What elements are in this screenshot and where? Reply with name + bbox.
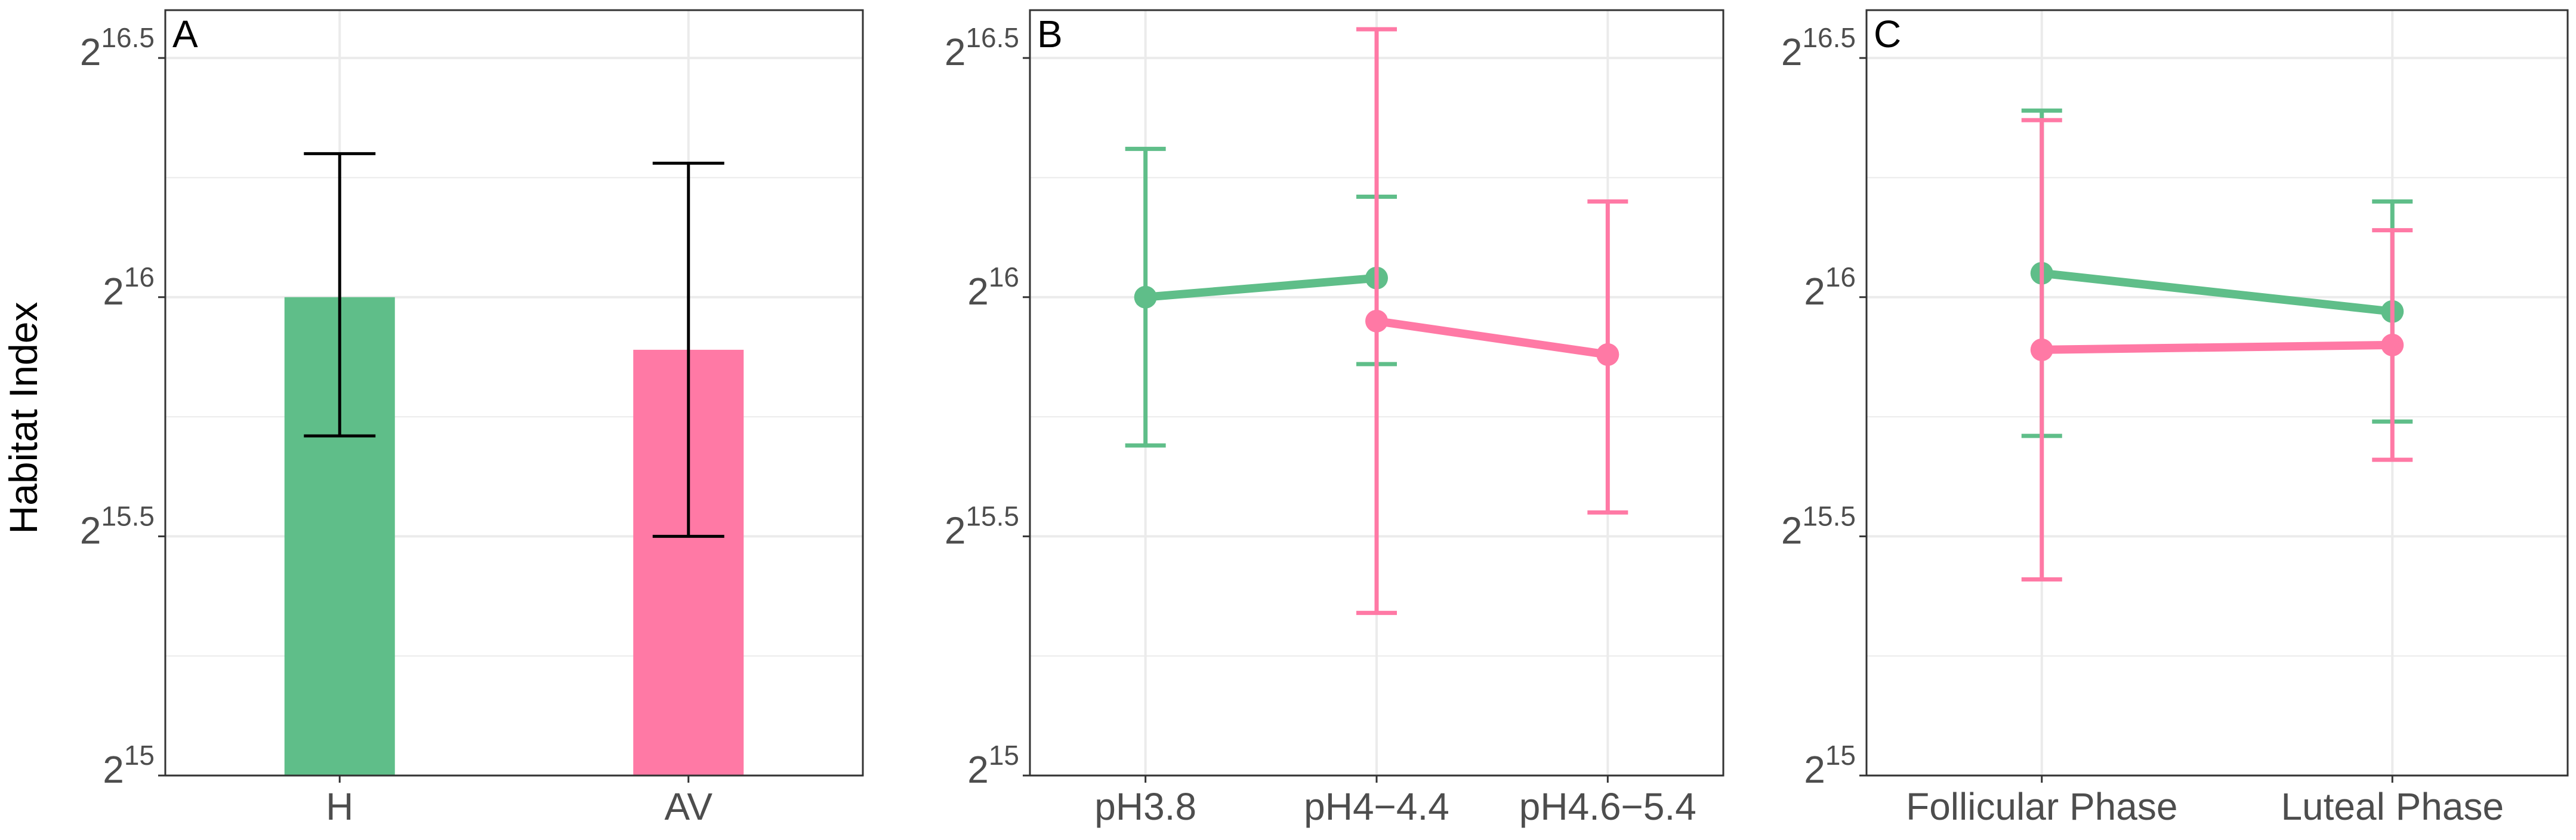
panel-label: C <box>1874 13 1901 56</box>
panel-label: B <box>1037 13 1063 56</box>
panel-C: 215 215.5 216 216.5 Follicular Phase Luteal P… <box>1781 9 2569 828</box>
x-tick-label: AV <box>664 785 712 828</box>
x-tick-label: Luteal Phase <box>2281 785 2504 828</box>
y-tick-label: 215.5 <box>80 500 155 552</box>
x-tick-label: pH3.8 <box>1094 785 1196 828</box>
series-line <box>2037 340 2397 354</box>
panel-B: 215 215.5 216 216.5 pH3.8 pH4−4.4 pH4.6−5.4 B <box>945 9 1724 828</box>
series-line <box>2037 269 2397 316</box>
y-tick-label: 215 <box>103 740 155 791</box>
y-tick-label: 215.5 <box>945 500 1019 552</box>
panel-A: 215 215.5 216 216.5 H AV A <box>80 9 864 828</box>
data-point <box>1596 343 1619 366</box>
y-tick-label: 216 <box>967 261 1019 313</box>
panel-border <box>1865 9 2569 777</box>
panel-label: A <box>172 13 198 56</box>
x-tick-label: pH4−4.4 <box>1304 785 1449 828</box>
series-line <box>1141 273 1381 301</box>
y-tick-label: 216.5 <box>80 22 155 73</box>
y-axis-title: Habitat Index <box>1 302 45 534</box>
data-point <box>1365 309 1388 333</box>
series-line <box>1372 316 1612 359</box>
data-point <box>2381 333 2404 356</box>
y-tick-label: 216 <box>1804 261 1856 313</box>
data-point <box>1134 285 1157 309</box>
y-tick-label: 216.5 <box>945 22 1019 73</box>
panel-border <box>164 9 864 777</box>
y-tick-label: 215 <box>967 740 1019 791</box>
x-tick-label: H <box>326 785 353 828</box>
y-tick-label: 215.5 <box>1781 500 1856 552</box>
x-tick-label: pH4.6−5.4 <box>1519 785 1696 828</box>
y-tick-label: 216 <box>103 261 155 313</box>
data-point <box>2030 338 2053 361</box>
x-tick-label: Follicular Phase <box>1906 785 2177 828</box>
y-tick-label: 215 <box>1804 740 1856 791</box>
y-tick-label: 216.5 <box>1781 22 1856 73</box>
